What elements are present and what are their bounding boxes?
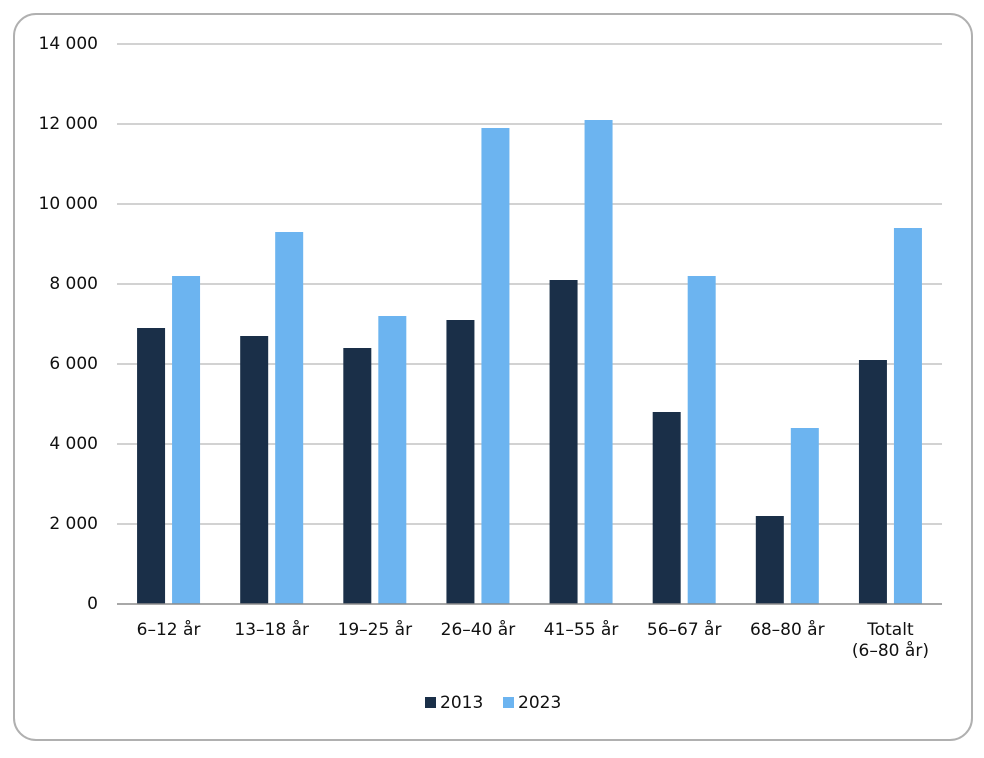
y-tick-label: 10 000 [39,194,98,214]
bar [378,316,407,604]
y-tick-label: 0 [87,594,98,614]
bar [446,320,475,604]
bar [549,280,578,604]
x-tick-label: 13–18 år [234,619,309,640]
y-tick-label: 8 000 [49,274,98,294]
bar [240,336,269,604]
x-tick-label: 6–12 år [137,619,201,640]
legend-swatch [503,697,514,708]
legend-swatch [425,697,436,708]
bar [584,120,613,604]
y-tick-label: 14 000 [39,34,98,54]
x-tick-label: Totalt (6–80 år) [852,620,929,661]
bar [275,232,304,604]
bar [652,412,681,604]
x-tick-label: 19–25 år [338,619,413,640]
bar [172,276,201,604]
y-tick-label: 2 000 [49,514,98,534]
y-tick-label: 12 000 [39,114,98,134]
bar [858,360,887,604]
bar [790,428,819,604]
bar [893,228,922,604]
y-tick-label: 4 000 [49,434,98,454]
bar [687,276,716,604]
bar [481,128,510,604]
legend-label: 2013 [440,693,483,713]
x-tick-label: 56–67 år [647,619,722,640]
bar [343,348,372,604]
legend-label: 2023 [518,693,561,713]
y-tick-label: 6 000 [49,354,98,374]
bar [755,516,784,604]
x-tick-label: 68–80 år [750,619,825,640]
bar [137,328,166,604]
x-tick-label: 26–40 år [441,619,516,640]
x-tick-label: 41–55 år [544,619,619,640]
